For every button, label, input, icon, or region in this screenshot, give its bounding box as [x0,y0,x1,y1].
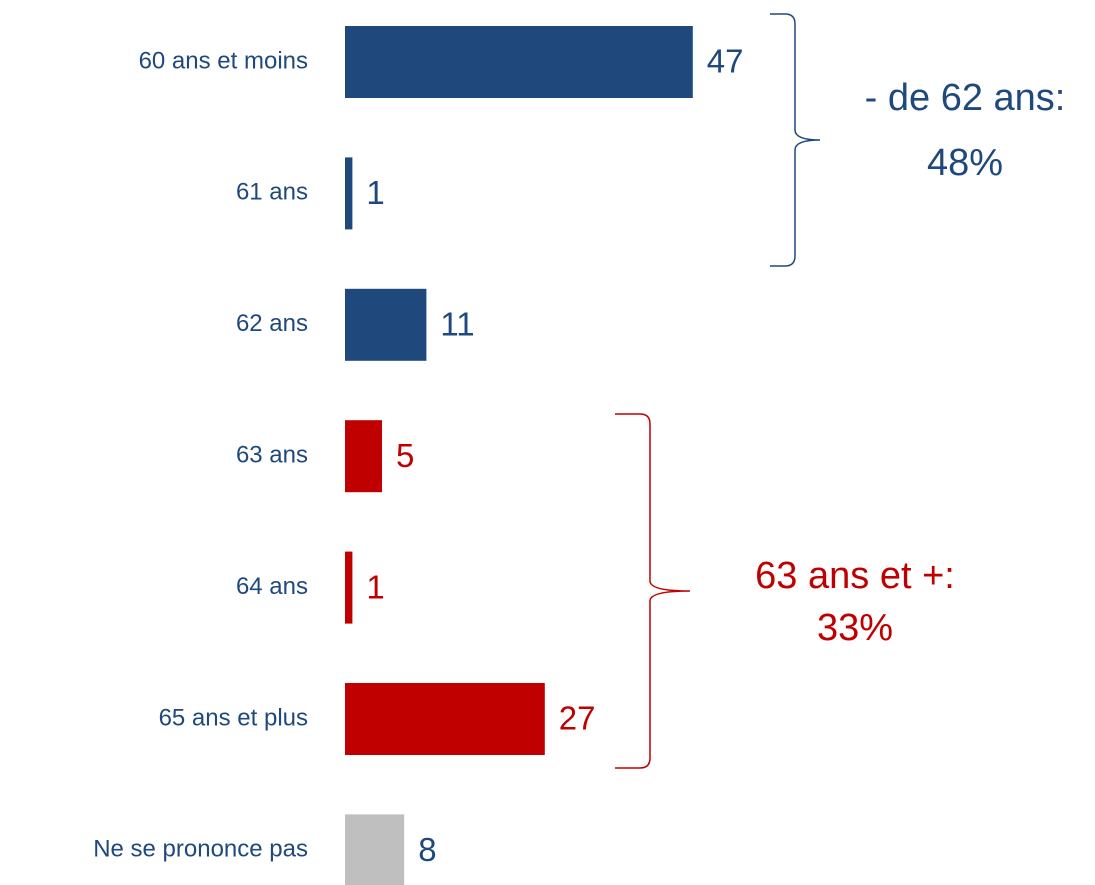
annotation: 48% [927,142,1003,184]
value-label: 27 [559,700,596,737]
bar [345,683,545,755]
annotation: 33% [817,607,893,649]
value-label: 5 [396,437,414,474]
category-label: 65 ans et plus [159,704,308,731]
category-label: 64 ans [236,573,308,600]
annotation: - de 62 ans: [865,77,1066,119]
value-label: 11 [440,306,474,343]
value-label: 1 [366,174,384,211]
value-label: 1 [366,568,384,605]
bar [345,814,405,885]
category-label: 60 ans et moins [139,47,308,74]
category-label: 63 ans [236,442,308,469]
bar [345,288,427,361]
bracket [615,413,691,769]
bracket [770,13,821,267]
category-label: 62 ans [236,310,308,337]
bar [345,26,693,98]
bar [345,420,382,493]
category-label: Ne se prononce pas [93,836,308,863]
bar [345,551,353,624]
annotation: 63 ans et +: [755,555,955,597]
value-label: 47 [707,43,744,80]
category-label: 61 ans [236,179,308,206]
value-label: 8 [418,831,436,868]
bar [345,157,353,230]
